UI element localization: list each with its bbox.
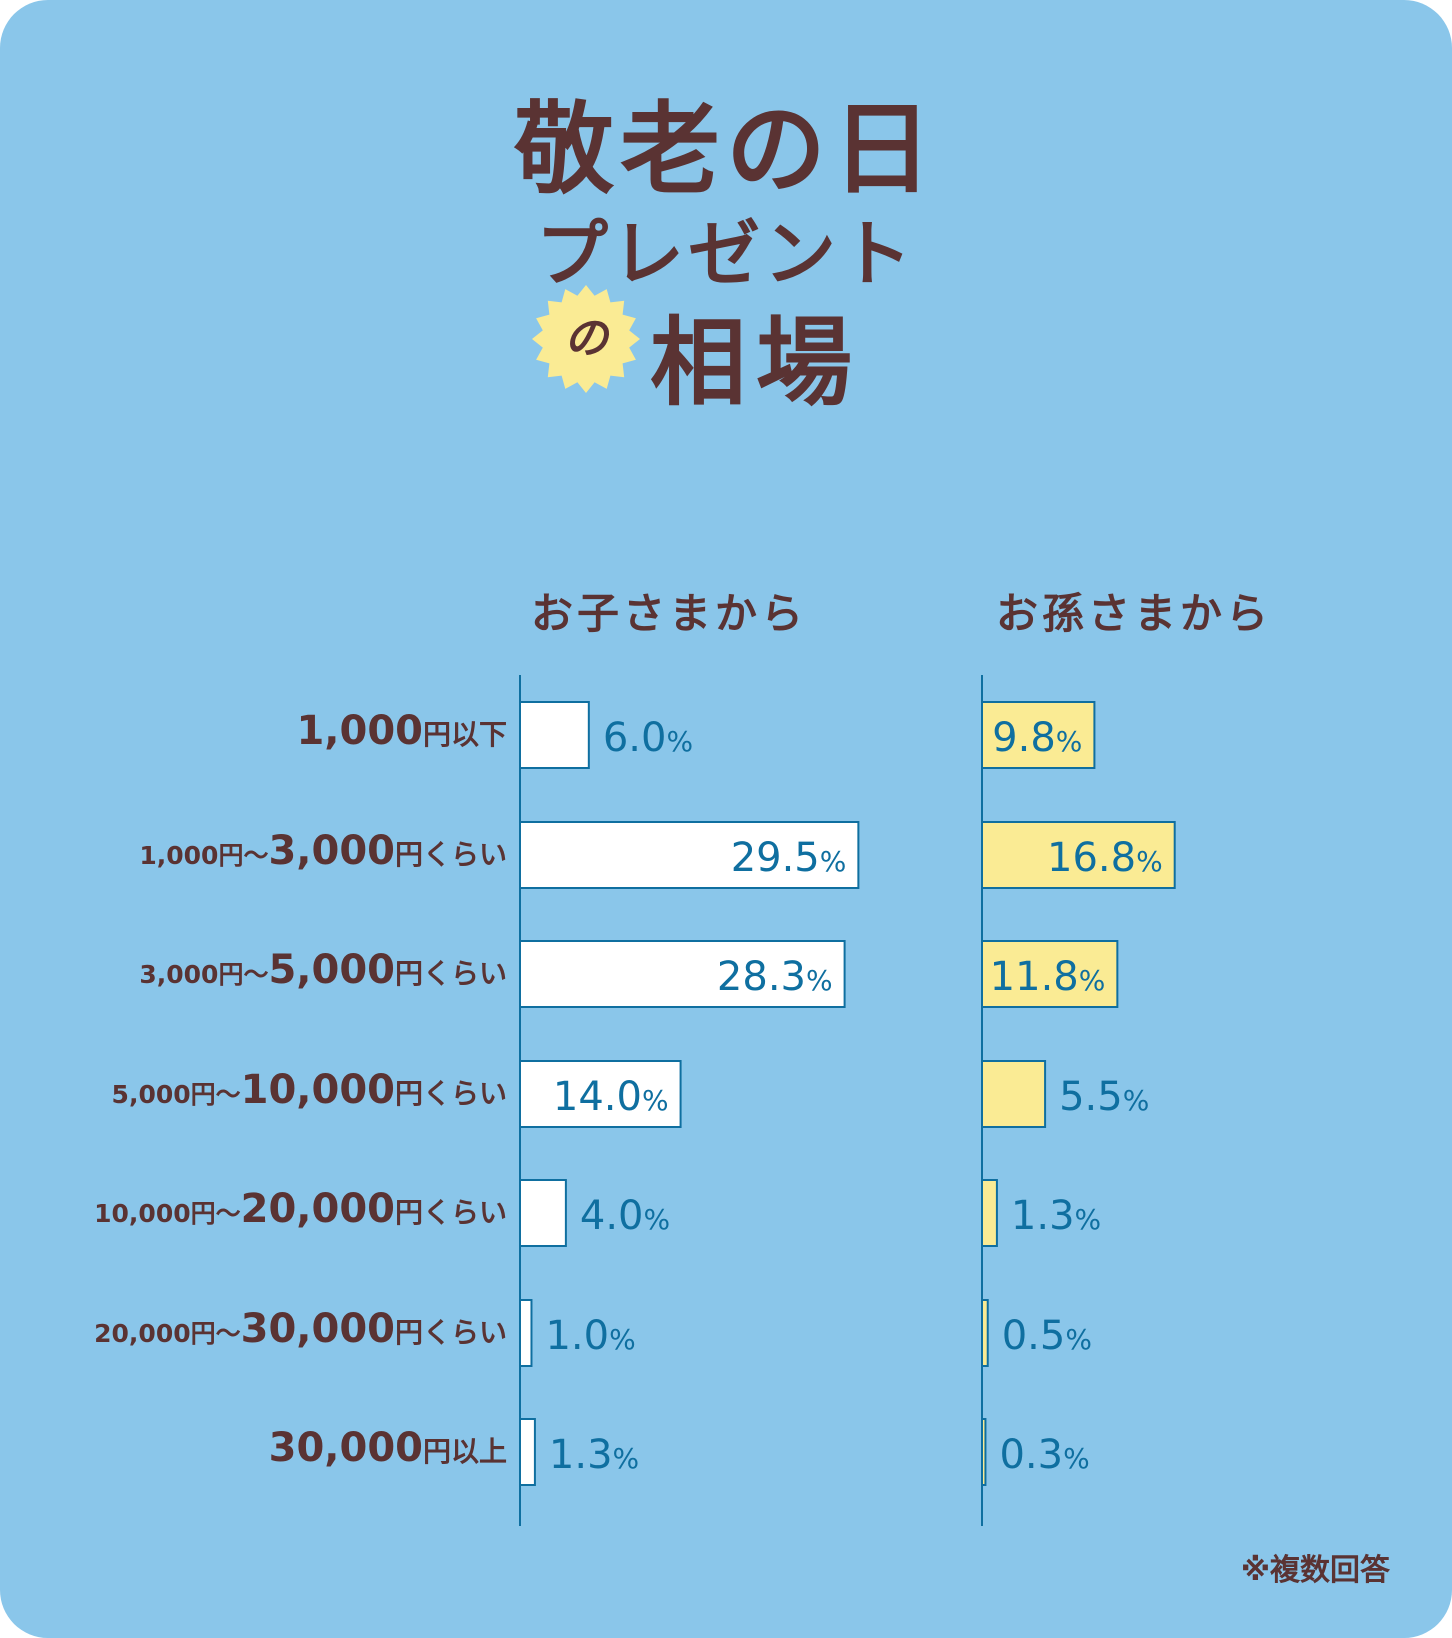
category-label-main: 5,000 [268,947,395,993]
starburst-badge-icon: の [532,285,640,393]
data-label: 1.0% [545,1313,635,1359]
bar [981,940,1119,1008]
data-label: 4.0% [580,1193,670,1239]
category-label-pre: 5,000円〜 [111,1080,241,1109]
footnote: ※複数回答 [1240,1553,1390,1588]
badge-text: の [564,313,611,364]
category-label-pre: 3,000円〜 [139,960,269,989]
bar [519,701,590,769]
bar [981,701,1096,769]
category-label-main: 20,000 [240,1186,395,1232]
category-label: 1,000円〜3,000円くらい [139,828,507,874]
bar [519,1418,536,1486]
bar [519,1299,533,1367]
series-header-children: お子さまから [530,589,808,638]
data-label: 0.3% [999,1432,1089,1478]
category-label-post: 円くらい [394,838,507,871]
category-label-post: 円くらい [394,1077,507,1110]
data-label: 14.0% [553,1074,669,1120]
data-label: 1.3% [549,1432,639,1478]
category-label: 20,000円〜30,000円くらい [94,1306,507,1352]
category-label-pre: 20,000円〜 [94,1319,241,1348]
category-label-main: 10,000 [240,1067,395,1113]
category-label-main: 3,000 [268,828,395,874]
category-label-post: 円以下 [422,718,507,751]
category-label: 5,000円〜10,000円くらい [112,1067,507,1113]
bar [519,1179,567,1247]
category-label-main: 1,000 [296,708,423,754]
category-label-post: 円くらい [394,957,507,990]
category-label-main: 30,000 [240,1306,395,1352]
bar [519,1060,682,1128]
data-label: 28.3% [717,954,833,1000]
bar [981,1060,1047,1128]
title-line-3: 相場 [650,307,862,419]
bar [981,821,1176,889]
category-label-post: 円以上 [422,1435,507,1468]
category-label-pre: 1,000円〜 [139,841,269,870]
category-label-main: 30,000 [268,1425,423,1471]
data-label: 9.8% [992,715,1082,761]
data-label: 16.8% [1047,835,1163,881]
data-label: 0.5% [1002,1313,1092,1359]
category-label: 3,000円〜5,000円くらい [139,947,507,993]
category-label: 1,000円以下 [296,708,507,754]
series-header-grandchildren: お孫さまから [995,589,1273,638]
category-label-post: 円くらい [394,1316,507,1349]
bar [519,940,846,1008]
bar [519,821,860,889]
data-label: 5.5% [1059,1074,1149,1120]
data-label: 11.8% [990,954,1106,1000]
category-label-pre: 10,000円〜 [94,1199,241,1228]
category-label: 10,000円〜20,000円くらい [94,1186,507,1232]
bar [981,1418,987,1486]
data-label: 1.3% [1011,1193,1101,1239]
data-label: 29.5% [731,835,847,881]
category-label-post: 円くらい [394,1196,507,1229]
bar [981,1299,989,1367]
title-line-2: プレゼント [535,212,916,296]
bar [981,1179,998,1247]
title-line-1: 敬老の日 [514,91,938,208]
category-label: 30,000円以上 [269,1425,507,1471]
data-label: 6.0% [603,715,693,761]
